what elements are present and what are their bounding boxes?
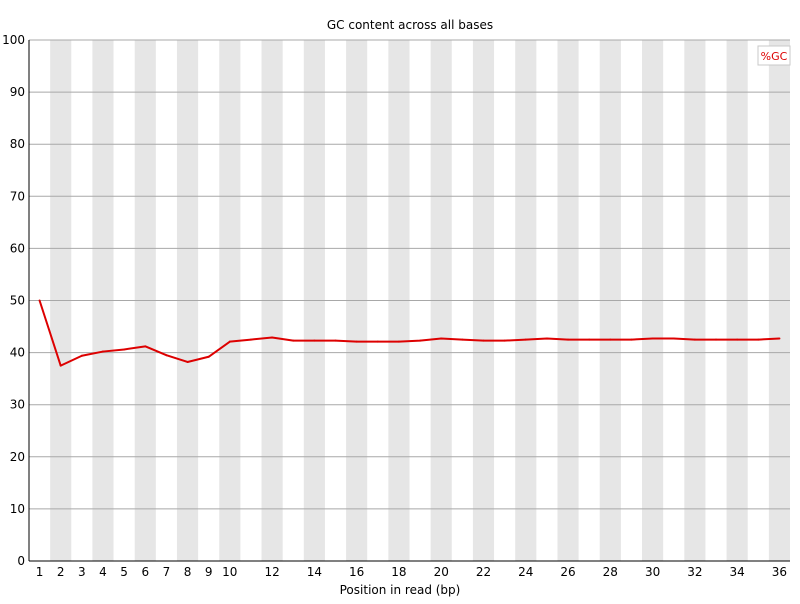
data-point xyxy=(588,338,591,341)
data-point xyxy=(207,355,210,358)
data-point xyxy=(672,337,675,340)
data-point xyxy=(271,336,274,339)
x-tick-label: 8 xyxy=(184,565,192,579)
data-point xyxy=(334,339,337,342)
x-tick-label: 18 xyxy=(391,565,406,579)
x-tick-label: 26 xyxy=(560,565,575,579)
data-point xyxy=(313,339,316,342)
data-point xyxy=(249,338,252,341)
x-tick-label: 14 xyxy=(307,565,322,579)
y-tick-label: 80 xyxy=(10,137,25,151)
series-layer xyxy=(38,299,781,367)
data-point xyxy=(419,339,422,342)
data-point xyxy=(778,337,781,340)
data-point xyxy=(228,340,231,343)
data-point xyxy=(376,340,379,343)
data-point xyxy=(165,354,168,357)
y-tick-label: 0 xyxy=(17,554,25,568)
data-point xyxy=(397,340,400,343)
x-tick-label: 6 xyxy=(141,565,149,579)
x-tick-label: 32 xyxy=(687,565,702,579)
series-line-gc xyxy=(38,300,780,367)
data-point xyxy=(482,339,485,342)
data-point xyxy=(461,338,464,341)
x-tick-label: 24 xyxy=(518,565,533,579)
x-tick-label: 10 xyxy=(222,565,237,579)
data-point xyxy=(651,337,654,340)
x-axis-label: Position in read (bp) xyxy=(340,583,461,597)
x-tick-label: 30 xyxy=(645,565,660,579)
data-point xyxy=(630,338,633,341)
x-tick-label: 22 xyxy=(476,565,491,579)
legend-label-gc: %GC xyxy=(761,50,788,63)
data-point xyxy=(503,339,506,342)
data-point xyxy=(38,299,41,302)
data-point xyxy=(736,338,739,341)
x-tick-label: 7 xyxy=(163,565,171,579)
data-point xyxy=(101,350,104,353)
data-point xyxy=(609,338,612,341)
legend-box xyxy=(757,45,791,66)
data-point xyxy=(757,338,760,341)
x-tick-label: 4 xyxy=(99,565,107,579)
legend: %GC xyxy=(757,45,791,66)
data-point xyxy=(186,360,189,363)
data-point xyxy=(59,364,62,367)
y-tick-label: 50 xyxy=(10,294,25,308)
data-point xyxy=(524,338,527,341)
x-tick-label: 12 xyxy=(264,565,279,579)
y-tick-label: 40 xyxy=(10,346,25,360)
y-tick-label: 70 xyxy=(10,189,25,203)
data-point xyxy=(545,337,548,340)
y-tick-label: 100 xyxy=(2,33,25,47)
y-tick-label: 30 xyxy=(10,398,25,412)
x-tick-label: 36 xyxy=(772,565,787,579)
y-tick-label: 10 xyxy=(10,502,25,516)
data-point xyxy=(80,354,83,357)
x-tick-label: 3 xyxy=(78,565,86,579)
data-point xyxy=(567,338,570,341)
y-tick-label: 90 xyxy=(10,85,25,99)
data-point xyxy=(123,348,126,351)
data-point xyxy=(440,337,443,340)
x-tick-label: 9 xyxy=(205,565,213,579)
x-tick-label: 20 xyxy=(434,565,449,579)
x-tick-label: 2 xyxy=(57,565,65,579)
x-tick-label: 1 xyxy=(36,565,44,579)
x-tick-label: 5 xyxy=(120,565,128,579)
y-tick-label: 60 xyxy=(10,241,25,255)
data-point xyxy=(144,345,147,348)
chart-title: GC content across all bases xyxy=(327,18,493,32)
data-point xyxy=(292,339,295,342)
data-point xyxy=(355,340,358,343)
data-point xyxy=(715,338,718,341)
x-tick-label: 28 xyxy=(603,565,618,579)
y-tick-label: 20 xyxy=(10,450,25,464)
x-tick-label: 16 xyxy=(349,565,364,579)
x-tick-label: 34 xyxy=(730,565,745,579)
data-point xyxy=(693,338,696,341)
